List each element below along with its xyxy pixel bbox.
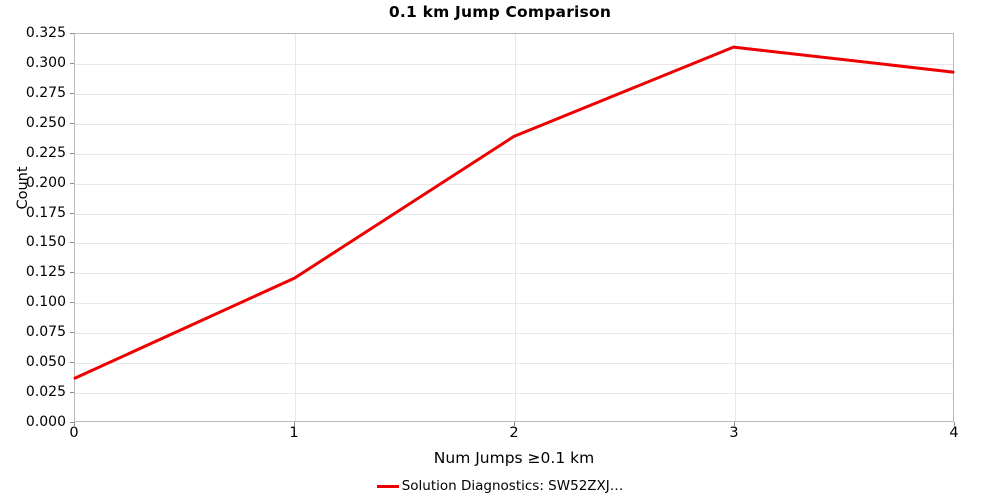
gridline-horizontal xyxy=(75,243,953,245)
x-axis-tick-mark xyxy=(954,422,955,426)
series-line-solution-diagnostics xyxy=(73,45,955,380)
legend: Solution Diagnostics: SW52ZXJ… xyxy=(0,478,1000,494)
gridline-horizontal xyxy=(75,303,953,305)
y-axis-tick-label: 0.200 xyxy=(25,174,66,191)
y-axis-tick-label: 0.150 xyxy=(25,234,66,251)
gridline-horizontal xyxy=(75,363,953,365)
gridline-horizontal xyxy=(75,213,953,215)
gridline-horizontal xyxy=(75,63,953,65)
y-axis-tick-label: 0.075 xyxy=(25,324,66,341)
chart-title: 0.1 km Jump Comparison xyxy=(388,3,612,21)
gridline-vertical xyxy=(515,34,516,421)
gridline-horizontal xyxy=(75,183,953,185)
y-axis-tick-label: 0.175 xyxy=(25,204,66,221)
y-axis-tick-label: 0.125 xyxy=(25,264,66,281)
x-axis-tick-mark xyxy=(294,422,295,426)
y-axis-tick-label: 0.275 xyxy=(25,84,66,101)
gridline-horizontal xyxy=(75,393,953,395)
x-axis-tick-mark xyxy=(514,422,515,426)
y-axis-tick-label: 0.100 xyxy=(25,294,66,311)
x-axis-tick-label: 2 xyxy=(509,425,519,441)
y-axis-tick-label: 0.050 xyxy=(25,354,66,371)
x-axis-tick-label: 3 xyxy=(729,425,739,441)
x-axis-tick-mark xyxy=(74,422,75,426)
legend-entry-label: Solution Diagnostics: SW52ZXJ… xyxy=(401,478,624,494)
gridline-horizontal xyxy=(75,153,953,155)
y-axis-tick-label: 0.250 xyxy=(25,114,66,131)
x-axis-label: Num Jumps ≥0.1 km xyxy=(433,449,595,467)
y-axis-tick-label: 0.225 xyxy=(25,144,66,161)
y-axis-tick-mark xyxy=(70,422,74,423)
gridline-horizontal xyxy=(75,93,953,95)
legend-color-swatch xyxy=(376,484,399,488)
y-axis-label: Count xyxy=(15,166,31,210)
y-axis-tick-label: 0.025 xyxy=(25,384,66,401)
y-axis-tick-label: 0.300 xyxy=(25,54,66,71)
y-axis-tick-label: 0.325 xyxy=(25,25,66,41)
x-axis-tick-label: 0 xyxy=(69,425,79,441)
gridline-horizontal xyxy=(75,333,953,335)
gridline-horizontal xyxy=(75,123,953,125)
x-axis-tick-label: 4 xyxy=(949,425,959,441)
plot-area xyxy=(73,33,955,422)
x-axis-tick-label: 1 xyxy=(289,425,299,441)
gridline-horizontal xyxy=(75,273,953,275)
gridline-vertical xyxy=(295,34,296,421)
y-axis-tick-label: 0.000 xyxy=(25,414,66,430)
series-line-layer xyxy=(73,45,955,380)
gridline-vertical xyxy=(735,34,736,421)
x-axis-tick-mark xyxy=(734,422,735,426)
